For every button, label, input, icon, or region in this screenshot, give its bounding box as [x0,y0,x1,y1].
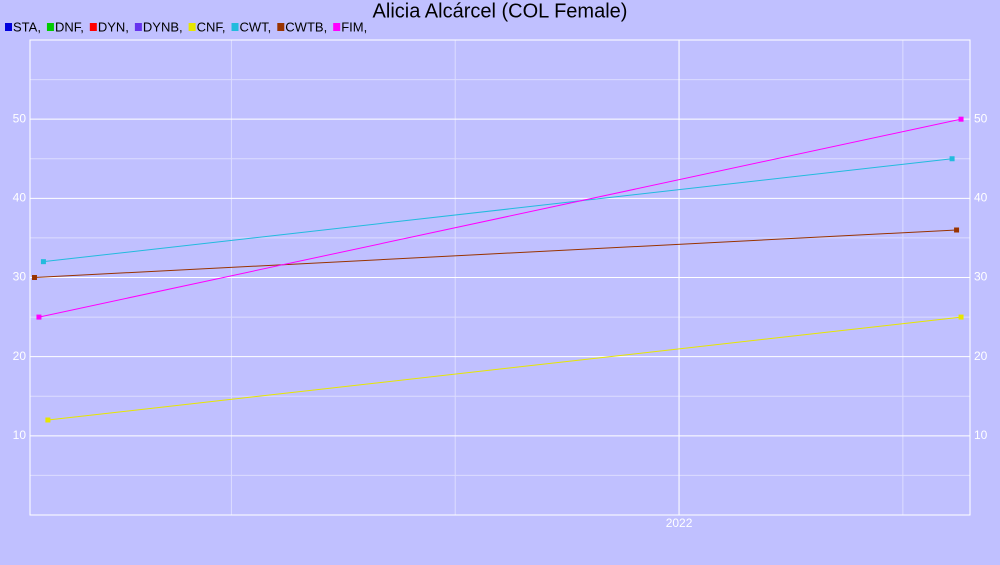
point-marker [45,417,51,423]
legend-label: CWTB, [285,19,327,34]
legend-swatch [134,23,142,31]
legend-swatch [89,23,97,31]
y-tick-label: 30 [13,270,27,284]
series-line [47,316,962,421]
legend-swatch [5,23,12,31]
legend-label: CNF, [197,19,226,34]
y-tick-label-right: 10 [974,428,988,442]
point-marker [40,259,46,265]
legend-label: DYN, [98,19,129,34]
point-marker [949,156,955,162]
y-tick-label: 20 [13,349,27,363]
y-tick-label: 40 [13,191,27,205]
chart-title: Alicia Alcárcel (COL Female) [373,0,628,22]
legend-label: DYNB, [143,19,183,34]
series-line [34,229,957,278]
y-tick-label-right: 30 [974,270,988,284]
y-tick-label: 10 [13,428,27,442]
point-marker [954,227,960,233]
x-tick-label: 2022 [666,516,693,530]
series-line [43,158,953,263]
y-tick-label-right: 40 [974,191,988,205]
y-tick-label-right: 20 [974,349,988,363]
series-line [38,118,962,318]
legend-swatch [46,23,54,31]
legend-label: DNF, [55,19,84,34]
legend-swatch [333,23,341,31]
point-marker [31,275,37,280]
point-marker [958,116,964,122]
point-marker [36,314,42,320]
plot-border [29,39,971,516]
legend-label: STA, [13,19,41,34]
legend-label: CWT, [240,19,272,34]
y-tick-label-right: 50 [974,111,988,125]
legend-label: FIM, [341,19,367,34]
legend-swatch [188,23,196,31]
legend-swatch [231,23,239,31]
legend-swatch [277,23,285,31]
y-tick-label: 50 [13,111,27,125]
point-marker [958,314,964,320]
